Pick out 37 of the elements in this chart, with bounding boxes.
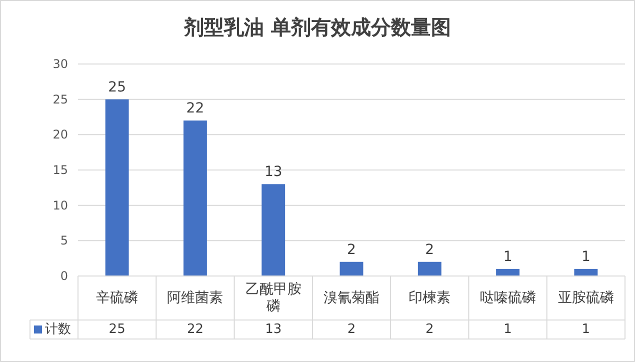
y-tick-label: 30 — [52, 57, 68, 71]
text: 2 — [426, 322, 434, 337]
y-tick-label: 0 — [60, 269, 68, 283]
data-label: 13 — [264, 164, 282, 180]
chart-title: 剂型乳油 单剂有效成分数量图 — [183, 15, 451, 39]
data-label: 1 — [503, 248, 512, 265]
data-label: 2 — [347, 242, 356, 258]
bar — [183, 120, 207, 276]
text: 25 — [108, 322, 126, 337]
bar — [418, 262, 442, 276]
x-tick-label: 辛硫磷 — [96, 290, 138, 306]
bar — [574, 268, 598, 276]
text: 13 — [265, 322, 282, 337]
x-tick-label: 印楝素 — [408, 290, 451, 306]
data-label: 22 — [186, 100, 204, 117]
x-tick-label: 乙酰甲胺磷 — [245, 282, 302, 314]
data-label: 1 — [581, 248, 590, 265]
y-tick-label: 20 — [52, 128, 68, 142]
y-tick-label: 5 — [60, 234, 68, 248]
y-tick-label: 15 — [52, 163, 68, 177]
text: 1 — [504, 322, 512, 337]
y-tick-label: 10 — [52, 198, 68, 212]
legend-label: 计数 — [45, 322, 71, 337]
x-tick-label: 亚胺硫磷 — [558, 290, 614, 306]
data-label: 2 — [425, 242, 434, 258]
bar — [262, 184, 286, 276]
bar — [496, 268, 520, 276]
text: 2 — [347, 322, 356, 337]
y-tick-label: 25 — [52, 92, 68, 106]
x-tick-label: 溴氰菊酯 — [324, 290, 380, 306]
text: 22 — [186, 322, 204, 337]
x-tick-label: 哒嗪硫磷 — [480, 290, 536, 306]
bar — [340, 262, 364, 276]
x-tick-label: 阿维菌素 — [167, 290, 224, 306]
bar — [105, 99, 129, 276]
data-label: 25 — [108, 79, 126, 96]
text: 1 — [582, 322, 590, 337]
